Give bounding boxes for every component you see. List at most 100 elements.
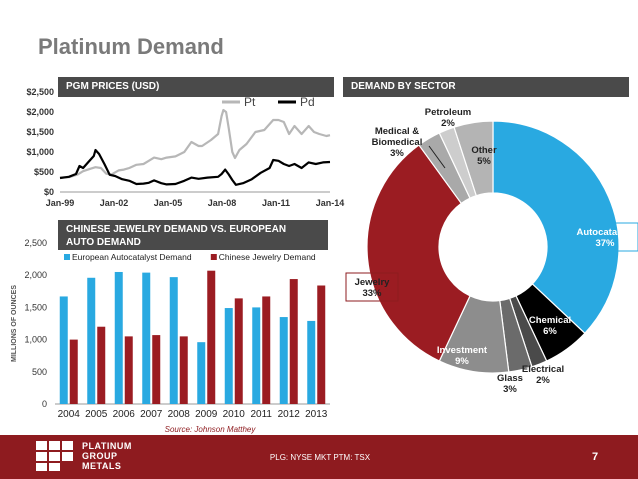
- y-tick-label: 1,000: [24, 335, 47, 345]
- legend-swatch: [64, 254, 70, 260]
- page-number: 7: [592, 451, 599, 463]
- x-tick-label: 2011: [250, 409, 272, 420]
- line-chart-title: PGM PRICES (USD): [58, 77, 334, 97]
- bar-european-autocatalyst: [197, 342, 206, 404]
- logo-icon: [36, 441, 73, 471]
- slice-autocatalyst: [492, 120, 620, 335]
- jewelry-vs-auto-chart: 0 500 1,000 1,500 2,000 2,500 MILLIONS OF OUNC…: [11, 238, 330, 434]
- x-tick-label: Jan-05: [154, 198, 183, 208]
- slice-label: Biomedical: [372, 137, 423, 148]
- x-tick-label: 2012: [278, 409, 301, 420]
- legend-label: Pt: [244, 95, 256, 109]
- bar-european-autocatalyst: [279, 317, 288, 404]
- bar-european-autocatalyst: [252, 307, 261, 404]
- x-tick-label: 2009: [195, 409, 218, 420]
- bar-european-autocatalyst: [142, 272, 151, 404]
- pgm-prices-chart: $0 $500 $1,000 $1,500 $2,000 $2,500 Jan-99 Jan-…: [26, 87, 345, 208]
- bar-chinese-jewelry: [124, 336, 133, 404]
- x-tick-label: Jan-99: [46, 198, 75, 208]
- leader-line: [428, 145, 446, 169]
- bar-chinese-jewelry: [207, 270, 216, 404]
- footer-bar: [0, 435, 638, 479]
- bar-chinese-jewelry: [289, 279, 298, 404]
- x-tick-label: Jan-11: [262, 198, 290, 208]
- logo-line: GROUP: [82, 451, 118, 461]
- bar-european-autocatalyst: [169, 277, 178, 404]
- slice-value-label: 37%: [595, 238, 615, 249]
- bar-chinese-jewelry: [152, 335, 161, 404]
- x-tick-label: 2013: [305, 409, 328, 420]
- legend-swatch: [210, 254, 217, 260]
- logo-line: METALS: [82, 461, 122, 471]
- slice-label: Investment: [437, 345, 488, 356]
- legend-label: Chinese Jewelry Demand: [219, 252, 316, 262]
- x-tick-label: 2008: [168, 409, 191, 420]
- series-line-pt: [59, 108, 331, 179]
- slice-value-label: 5%: [477, 156, 491, 167]
- bar-chart-title-line-2: AUTO DEMAND: [66, 237, 141, 248]
- x-tick-label: 2006: [113, 409, 136, 420]
- x-tick-label: 2005: [85, 409, 108, 420]
- demand-by-sector-chart: Autocatalyst37%Chemical6%Electrical2%Gla…: [345, 107, 638, 395]
- legend-label: Pd: [300, 95, 315, 109]
- slice-label: Medical &: [375, 126, 419, 137]
- source-note: Source: Johnson Matthey: [165, 425, 257, 434]
- x-tick-label: 2007: [140, 409, 163, 420]
- jewelry-label-box: [345, 272, 399, 302]
- y-tick-label: $0: [44, 187, 54, 197]
- bar-european-autocatalyst: [59, 296, 68, 404]
- ticker-text: PLG: NYSE MKT PTM: TSX: [269, 453, 371, 462]
- slice-value-label: 33%: [362, 288, 382, 299]
- bar-european-autocatalyst: [224, 308, 233, 404]
- slice-label: Chemical: [529, 315, 571, 326]
- slice-label: Petroleum: [425, 107, 471, 118]
- y-tick-label: $500: [34, 167, 54, 177]
- x-tick-label: 2004: [58, 409, 81, 420]
- slice-value-label: 3%: [503, 384, 517, 395]
- y-tick-label: 1,500: [24, 302, 47, 312]
- x-tick-label: 2010: [223, 409, 246, 420]
- slice-value-label: 9%: [455, 356, 469, 367]
- slice-label: Electrical: [522, 364, 564, 375]
- y-tick-label: $1,000: [26, 147, 54, 157]
- slice-value-label: 6%: [543, 326, 557, 337]
- logo-text: PLATINUM GROUP METALS: [82, 441, 132, 471]
- bar-european-autocatalyst: [87, 277, 96, 404]
- y-tick-label: 500: [32, 367, 47, 377]
- bar-chart-title-line-1: CHINESE JEWELRY DEMAND VS. EUROPEAN: [66, 224, 287, 235]
- slice-label: Other: [471, 145, 497, 156]
- logo-line: PLATINUM: [82, 441, 132, 451]
- bar-chinese-jewelry: [317, 285, 326, 404]
- slice-jewelry: [366, 144, 471, 362]
- bar-chinese-jewelry: [179, 336, 188, 404]
- slice-label: Jewelry: [355, 277, 391, 288]
- legend-label: European Autocatalyst Demand: [72, 252, 192, 262]
- slice-label: Autocatalyst: [576, 227, 634, 238]
- bar-european-autocatalyst: [307, 320, 316, 404]
- slice-value-label: 2%: [441, 118, 455, 129]
- slice-value-label: 3%: [390, 148, 404, 159]
- bar-chinese-jewelry: [97, 326, 106, 404]
- x-tick-label: Jan-08: [208, 198, 237, 208]
- y-tick-label: 2,500: [24, 238, 47, 248]
- autocatalyst-label-box: [572, 222, 638, 252]
- page-title: Platinum Demand: [38, 34, 224, 59]
- series-line-pd: [59, 148, 331, 186]
- y-tick-label: $2,500: [26, 87, 54, 97]
- y-tick-label: 2,000: [24, 270, 47, 280]
- y-tick-label: $2,000: [26, 107, 54, 117]
- y-tick-label: $1,500: [26, 127, 54, 137]
- bar-chinese-jewelry: [234, 298, 243, 404]
- bar-chart-title: CHINESE JEWELRY DEMAND VS. EUROPEAN AUTO…: [58, 220, 328, 250]
- bar-chinese-jewelry: [262, 296, 271, 404]
- y-tick-label: 0: [42, 399, 47, 409]
- bar-chinese-jewelry: [69, 339, 78, 404]
- x-tick-label: Jan-02: [100, 198, 129, 208]
- x-tick-label: Jan-14: [316, 198, 345, 208]
- bar-european-autocatalyst: [114, 271, 123, 404]
- slice-value-label: 2%: [536, 375, 550, 386]
- slice-other: [453, 120, 494, 197]
- slice-label: Glass: [497, 373, 523, 384]
- y-axis-label: MILLIONS OF OUNCES: [11, 285, 18, 362]
- pie-chart-title: DEMAND BY SECTOR: [343, 77, 629, 97]
